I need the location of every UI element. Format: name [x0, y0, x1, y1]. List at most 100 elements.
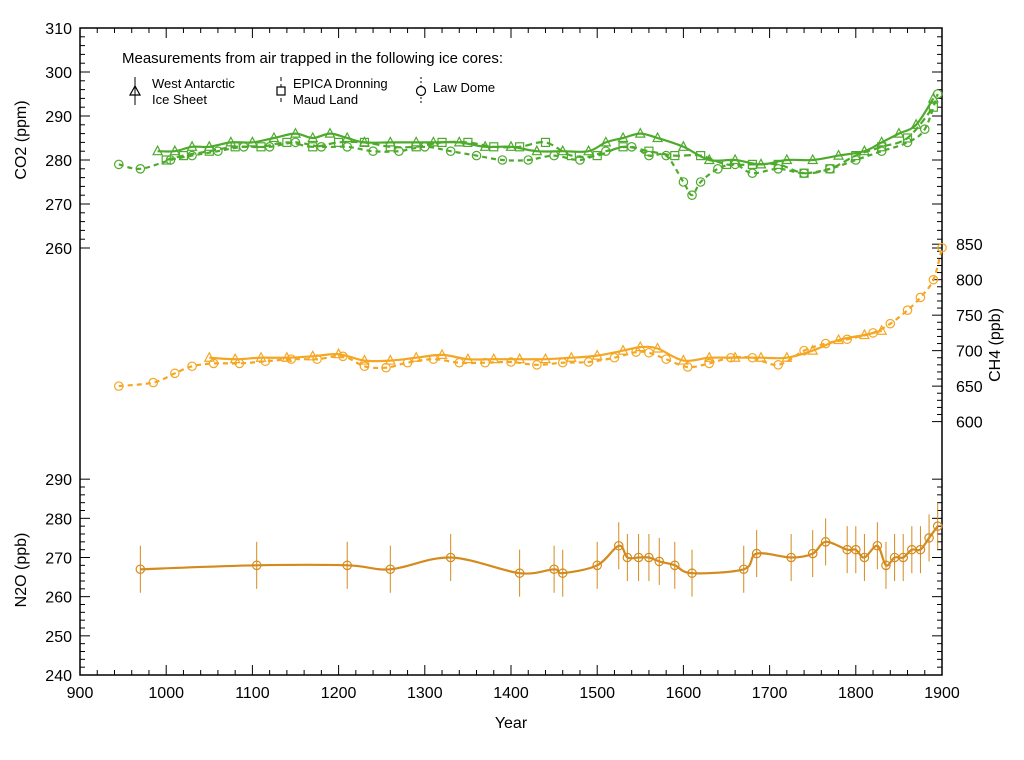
co2-point: [334, 137, 344, 147]
co2-point: [203, 140, 215, 151]
ch4-point: [384, 354, 396, 365]
ch4-point: [170, 368, 180, 379]
ch4-point: [704, 358, 715, 369]
co2-point: [833, 149, 845, 160]
n2o-point: [751, 548, 762, 559]
co2-point: [696, 151, 706, 161]
n2o-point: [445, 552, 456, 563]
n2o-y-tick-label: 250: [45, 629, 72, 646]
co2-point: [152, 144, 164, 156]
ch4-point: [454, 357, 465, 368]
co2-point: [893, 127, 905, 138]
co2-point: [858, 144, 870, 156]
co2-point: [161, 155, 171, 165]
n2o-point: [613, 540, 624, 551]
co2-point: [910, 118, 922, 129]
co2-point: [644, 150, 654, 161]
n2o-point: [669, 560, 680, 571]
co2-point: [644, 146, 654, 156]
co2-point: [238, 142, 249, 152]
ch4-point: [286, 354, 296, 364]
ch4-axis-title: CH4 (ppb): [987, 308, 1004, 382]
co2-point: [419, 142, 430, 152]
n2o-point: [850, 544, 861, 555]
co2-point: [557, 144, 569, 156]
x-tick-label: 1600: [666, 685, 702, 702]
n2o-point: [644, 552, 654, 563]
co2-point: [747, 159, 757, 169]
co2-point: [876, 136, 888, 147]
n2o-point: [654, 556, 665, 567]
n2o-y-tick-label: 270: [45, 551, 72, 568]
x-axis-title: Year: [495, 715, 528, 732]
ch4-point: [609, 352, 620, 363]
co2-point: [505, 140, 517, 151]
co2-point: [549, 150, 559, 161]
data-points: [113, 89, 947, 597]
ch4-point: [480, 357, 490, 368]
co2-point: [290, 127, 301, 138]
co2-y-tick-label: 260: [45, 241, 72, 258]
co2-point: [902, 137, 913, 148]
co2-point: [919, 124, 930, 134]
legend-item-label-2: Ice Sheet: [152, 92, 207, 107]
n2o-point: [915, 544, 926, 555]
x-tick-label: 1500: [579, 685, 615, 702]
legend-item-label-2: Maud Land: [293, 92, 358, 107]
ch4-point: [885, 318, 896, 329]
co2-point: [213, 146, 223, 156]
ch4-triangle-curve: [209, 329, 882, 363]
ch4-point: [113, 381, 124, 391]
legend: Measurements from air trapped in the fol…: [122, 50, 503, 107]
co2-point: [713, 164, 723, 174]
co2-point: [437, 137, 447, 147]
ch4-point: [755, 351, 767, 362]
co2-point: [523, 155, 534, 165]
smoothed-curves: [118, 93, 944, 575]
ch4-circle-curve: [118, 247, 944, 388]
x-tick-label: 1000: [148, 685, 184, 702]
n2o-point: [633, 552, 644, 563]
n2o-point: [820, 537, 831, 547]
ch4-point: [703, 351, 715, 362]
co2-point: [703, 153, 715, 165]
ch4-point: [148, 377, 159, 388]
ch4-point: [820, 338, 831, 349]
ch4-point: [381, 362, 391, 373]
co2-y-tick-label: 310: [45, 21, 72, 38]
ch4-point: [532, 360, 542, 370]
co2-point: [583, 144, 595, 156]
n2o-point: [932, 521, 943, 531]
n2o-point: [385, 564, 396, 575]
co2-point: [368, 146, 378, 156]
x-tick-label: 1400: [493, 685, 529, 702]
ch4-point: [557, 357, 568, 368]
legend-item-law-dome: Law Dome: [415, 77, 495, 105]
ch4-point: [410, 351, 422, 362]
ch4-y-tick-label: 600: [956, 415, 983, 432]
ch4-point: [488, 352, 500, 364]
ch4-point: [436, 348, 448, 360]
co2-point: [661, 150, 671, 161]
co2-point: [932, 89, 943, 99]
ch4-point: [937, 242, 947, 253]
legend-item-west-antarctic: West Antarctic Ice Sheet: [128, 76, 235, 107]
co2-point: [928, 102, 938, 112]
ch4-point: [539, 352, 551, 364]
co2-triangle-curve: [157, 97, 935, 166]
n2o-point: [622, 552, 633, 563]
ch4-point: [234, 358, 245, 369]
ch4-point: [583, 357, 594, 367]
co2-point: [626, 142, 637, 152]
ch4-point: [781, 351, 793, 362]
n2o-circle-errorbar-curve: [140, 525, 939, 575]
co2-point: [592, 151, 602, 161]
x-tick-label: 900: [67, 685, 94, 702]
n2o-y-tick-label: 240: [45, 668, 72, 685]
x-tick-label: 1700: [752, 685, 788, 702]
co2-point: [307, 131, 319, 143]
legend-item-epica: EPICA Dronning Maud Land: [276, 76, 388, 107]
ch4-point: [631, 347, 641, 357]
legend-item-label-1: Law Dome: [433, 80, 495, 95]
